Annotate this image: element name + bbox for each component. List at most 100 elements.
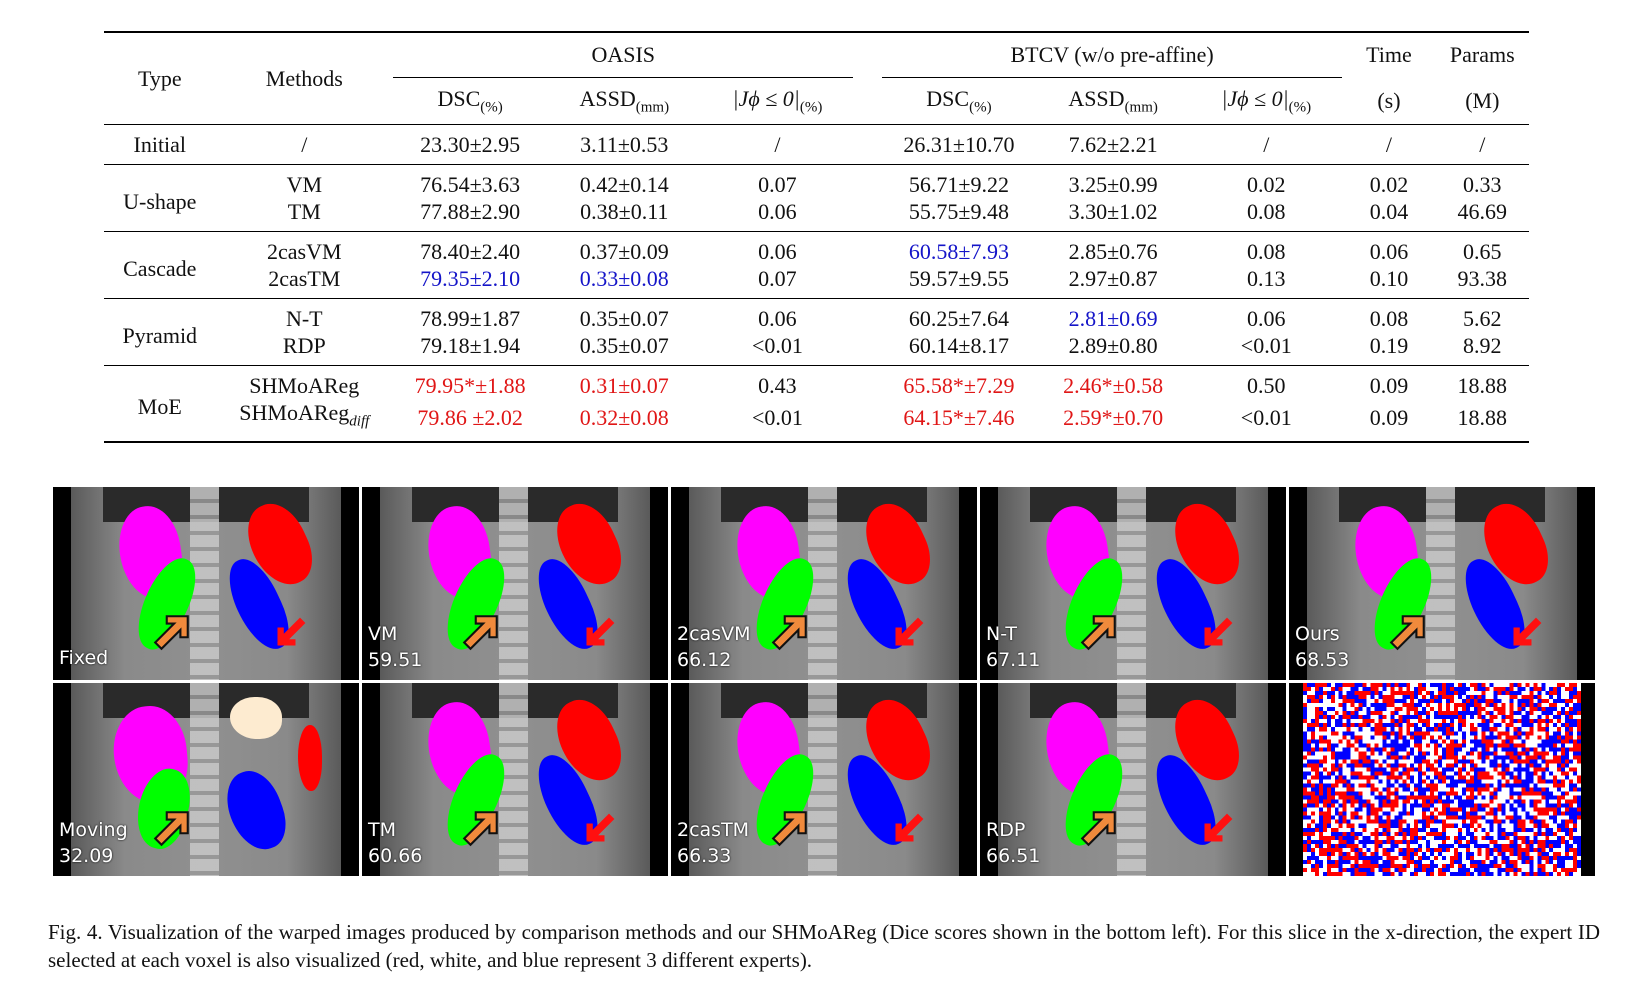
cell-time: 0.19 (1369, 333, 1409, 358)
table-row: RDP 79.18±1.94 0.35±0.07 <0.01 60.14±8.17 2.8… (104, 332, 1529, 366)
spleen-segmentation (297, 725, 323, 792)
orange-arrow-icon (460, 807, 502, 849)
cell-btcv-dsc: 60.14±8.17 (908, 333, 1009, 358)
cell-method: 2casTM (268, 266, 341, 291)
spine (189, 683, 220, 876)
cell-params: 0.65 (1463, 239, 1502, 264)
cell-method: SHMoAReg (249, 373, 360, 398)
stomach-segmentation (230, 696, 283, 739)
header-params-unit: (M) (1465, 87, 1500, 113)
panel-method-label: N-T (986, 623, 1017, 645)
header-oasis-jac: |Jϕ ≤ 0|(%) (732, 85, 823, 116)
header-btcv: BTCV (w/o pre-affine) (881, 32, 1343, 78)
ct-panel: 2casVM 66.12 (671, 487, 977, 680)
cell-btcv-jac: 0.08 (1247, 239, 1286, 264)
ct-panel: Ours 68.53 (1289, 487, 1595, 680)
header-oasis-dsc: DSC(%) (437, 85, 503, 116)
header-type: Type (137, 65, 182, 91)
cell-btcv-assd: 2.85±0.76 (1068, 239, 1158, 264)
cell-oasis-assd: 0.33±0.08 (579, 266, 669, 291)
red-arrow-icon (891, 810, 927, 846)
cell-btcv-assd: 2.81±0.69 (1068, 306, 1158, 331)
cell-btcv-dsc: 64.15*±7.46 (903, 404, 1015, 430)
cell-params: 8.92 (1463, 333, 1502, 358)
panel-method-label: Fixed (59, 647, 109, 669)
panel-dice-score: 32.09 (59, 845, 114, 867)
cell-oasis-jac: 0.06 (758, 306, 797, 331)
cell-time: 0.06 (1369, 239, 1409, 264)
cell-btcv-assd: 3.30±1.02 (1068, 199, 1158, 224)
panel-dice-score: 66.33 (677, 845, 732, 867)
red-arrow-icon (891, 614, 927, 650)
cell-btcv-jac: 0.08 (1247, 199, 1286, 224)
cell-time: / (1385, 132, 1393, 157)
cell-time: 0.10 (1369, 266, 1409, 291)
orange-arrow-icon (769, 807, 811, 849)
cell-oasis-dsc: 78.99±1.87 (420, 306, 521, 331)
orange-arrow-icon (1387, 611, 1429, 653)
table-row: Pyramid N-T 78.99±1.87 0.35±0.07 0.06 60.25±7… (104, 298, 1529, 348)
cell-method: RDP (282, 333, 326, 358)
expert-id-map (1303, 683, 1581, 876)
cell-btcv-assd: 7.62±2.21 (1068, 132, 1158, 157)
cell-params: / (1479, 132, 1486, 157)
cell-btcv-dsc: 60.58±7.93 (908, 239, 1009, 264)
ct-panel: RDP 66.51 (980, 683, 1286, 876)
orange-arrow-icon (151, 611, 193, 653)
cell-params: 0.33 (1463, 172, 1502, 197)
panel-dice-score: 59.51 (368, 649, 423, 671)
cell-type: Initial (133, 132, 187, 157)
header-btcv-jac: |Jϕ ≤ 0|(%) (1221, 85, 1312, 116)
table-row: U-shape VM 76.54±3.63 0.42±0.14 0.07 56.71±9.… (104, 164, 1529, 214)
panel-method-label: 2casTM (677, 819, 750, 841)
table-row: Cascade 2casVM 78.40±2.40 0.37±0.09 0.06 60.5… (104, 231, 1529, 281)
cell-time: 0.02 (1369, 172, 1409, 197)
cell-oasis-dsc: 23.30±2.95 (420, 132, 521, 157)
header-params: Params (1449, 42, 1515, 68)
cell-oasis-dsc: 79.35±2.10 (420, 266, 521, 291)
ct-slice (71, 683, 341, 876)
header-time: Time (1366, 42, 1412, 68)
header-oasis-assd: ASSD(mm) (579, 85, 670, 116)
orange-arrow-icon (1078, 611, 1120, 653)
cell-oasis-dsc: 76.54±3.63 (420, 172, 521, 197)
red-arrow-icon (1200, 810, 1236, 846)
cell-type: Pyramid (122, 322, 198, 348)
cell-method: TM (287, 199, 321, 224)
ct-panel: N-T 67.11 (980, 487, 1286, 680)
cell-time: 0.09 (1369, 404, 1409, 430)
header-methods: Methods (265, 65, 343, 91)
cell-oasis-assd: 0.42±0.14 (579, 172, 669, 197)
cell-btcv-jac: <0.01 (1240, 404, 1292, 430)
cell-oasis-jac: 0.07 (758, 172, 797, 197)
panel-method-label: RDP (986, 819, 1026, 841)
cell-btcv-jac: 0.13 (1247, 266, 1286, 291)
cell-btcv-jac: 0.50 (1247, 373, 1286, 398)
ct-panel: TM 60.66 (362, 683, 668, 876)
cell-time: 0.04 (1369, 199, 1409, 224)
panel-method-label: 2casVM (677, 623, 751, 645)
cell-oasis-jac: 0.06 (758, 239, 797, 264)
cell-btcv-dsc: 55.75±9.48 (908, 199, 1009, 224)
table-row: TM 77.88±2.90 0.38±0.11 0.06 55.75±9.48 3.30±… (104, 198, 1529, 232)
header-btcv-assd: ASSD(mm) (1068, 85, 1158, 116)
cell-oasis-dsc: 77.88±2.90 (420, 199, 521, 224)
panel-method-label: TM (368, 819, 396, 841)
ct-slice (71, 487, 341, 680)
panel-dice-score: 68.53 (1295, 649, 1350, 671)
red-arrow-icon (582, 810, 618, 846)
cell-oasis-assd: 3.11±0.53 (580, 132, 669, 157)
cell-oasis-dsc: 79.95*±1.88 (414, 373, 526, 398)
cell-oasis-assd: 0.31±0.07 (579, 373, 669, 398)
cell-method: / (301, 132, 308, 157)
ct-panel: Moving 32.09 (53, 683, 359, 876)
cell-type: Cascade (123, 255, 197, 281)
panel-method-label: Moving (59, 819, 128, 841)
header-time-unit: (s) (1377, 87, 1401, 113)
panel-dice-score: 66.51 (986, 845, 1041, 867)
cell-oasis-assd: 0.32±0.08 (579, 404, 669, 430)
cell-type: MoE (137, 394, 182, 420)
cell-btcv-dsc: 26.31±10.70 (903, 132, 1015, 157)
cell-oasis-dsc: 79.18±1.94 (420, 333, 521, 358)
cell-btcv-jac: / (1263, 132, 1270, 157)
